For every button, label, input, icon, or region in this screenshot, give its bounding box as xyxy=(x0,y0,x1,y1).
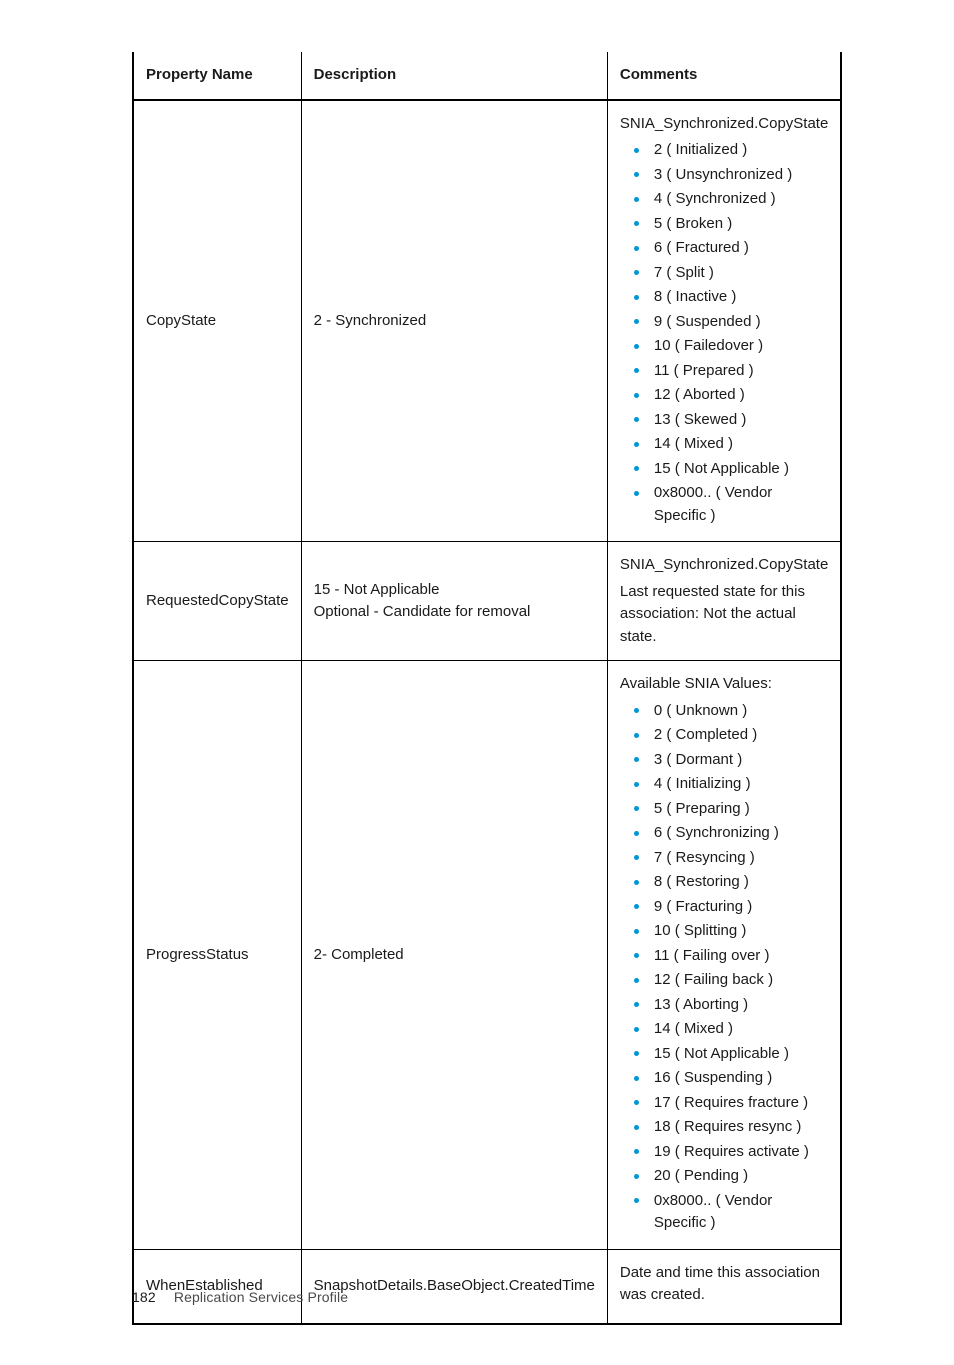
table-row: CopyState2 - SynchronizedSNIA_Synchroniz… xyxy=(133,100,841,542)
value-list-item: 18 ( Requires resync ) xyxy=(640,1116,828,1139)
value-list-item: 12 ( Failing back ) xyxy=(640,969,828,992)
value-list-item: 9 ( Suspended ) xyxy=(640,311,828,334)
comments-intro: SNIA_Synchronized.CopyState xyxy=(620,113,828,136)
cell-comments: SNIA_Synchronized.CopyState Last requeste… xyxy=(607,542,841,661)
value-list-item: 11 ( Failing over ) xyxy=(640,945,828,968)
value-list-item: 10 ( Failedover ) xyxy=(640,335,828,358)
cell-description: 15 - Not Applicable Optional - Candidate… xyxy=(301,542,607,661)
cell-description: 2 - Synchronized xyxy=(301,100,607,542)
value-list-item: 4 ( Synchronized ) xyxy=(640,188,828,211)
value-list-item: 3 ( Unsynchronized ) xyxy=(640,164,828,187)
table-row: WhenEstablishedSnapshotDetails.BaseObjec… xyxy=(133,1249,841,1324)
column-header-property-name: Property Name xyxy=(133,52,301,100)
value-list: 2 ( Initialized )3 ( Unsynchronized )4 (… xyxy=(620,139,828,527)
table-body: CopyState2 - SynchronizedSNIA_Synchroniz… xyxy=(133,100,841,1324)
value-list-item: 16 ( Suspending ) xyxy=(640,1067,828,1090)
value-list-item: 13 ( Skewed ) xyxy=(640,409,828,432)
cell-description: SnapshotDetails.BaseObject.CreatedTime xyxy=(301,1249,607,1324)
cell-property-name: CopyState xyxy=(133,100,301,542)
value-list-item: 0 ( Unknown ) xyxy=(640,700,828,723)
value-list-item: 3 ( Dormant ) xyxy=(640,749,828,772)
comments-intro: Date and time this association was creat… xyxy=(620,1262,828,1307)
cell-property-name: ProgressStatus xyxy=(133,661,301,1250)
value-list-item: 0x8000.. ( Vendor Specific ) xyxy=(640,482,828,527)
cell-description: 2- Completed xyxy=(301,661,607,1250)
value-list-item: 13 ( Aborting ) xyxy=(640,994,828,1017)
value-list-item: 5 ( Broken ) xyxy=(640,213,828,236)
cell-property-name: RequestedCopyState xyxy=(133,542,301,661)
table-row: RequestedCopyState15 - Not Applicable Op… xyxy=(133,542,841,661)
comments-intro: Available SNIA Values: xyxy=(620,673,828,696)
cell-comments: Date and time this association was creat… xyxy=(607,1249,841,1324)
value-list-item: 2 ( Initialized ) xyxy=(640,139,828,162)
value-list-item: 14 ( Mixed ) xyxy=(640,433,828,456)
value-list-item: 6 ( Synchronizing ) xyxy=(640,822,828,845)
column-header-description: Description xyxy=(301,52,607,100)
value-list-item: 20 ( Pending ) xyxy=(640,1165,828,1188)
value-list-item: 2 ( Completed ) xyxy=(640,724,828,747)
value-list-item: 12 ( Aborted ) xyxy=(640,384,828,407)
value-list-item: 7 ( Resyncing ) xyxy=(640,847,828,870)
value-list-item: 15 ( Not Applicable ) xyxy=(640,1043,828,1066)
value-list-item: 0x8000.. ( Vendor Specific ) xyxy=(640,1190,828,1235)
comments-intro: SNIA_Synchronized.CopyState xyxy=(620,554,828,577)
value-list-item: 14 ( Mixed ) xyxy=(640,1018,828,1041)
table-header-row: Property Name Description Comments xyxy=(133,52,841,100)
page-footer: 182 Replication Services Profile xyxy=(132,1289,348,1305)
cell-comments: Available SNIA Values: 0 ( Unknown )2 ( C… xyxy=(607,661,841,1250)
section-title: Replication Services Profile xyxy=(174,1289,348,1305)
page-number: 182 xyxy=(132,1289,156,1305)
value-list-item: 17 ( Requires fracture ) xyxy=(640,1092,828,1115)
comments-note: Last requested state for this associatio… xyxy=(620,581,828,649)
value-list-item: 4 ( Initializing ) xyxy=(640,773,828,796)
value-list-item: 9 ( Fracturing ) xyxy=(640,896,828,919)
value-list: 0 ( Unknown )2 ( Completed )3 ( Dormant … xyxy=(620,700,828,1235)
cell-comments: SNIA_Synchronized.CopyState 2 ( Initializ… xyxy=(607,100,841,542)
cell-property-name: WhenEstablished xyxy=(133,1249,301,1324)
value-list-item: 15 ( Not Applicable ) xyxy=(640,458,828,481)
column-header-comments: Comments xyxy=(607,52,841,100)
value-list-item: 19 ( Requires activate ) xyxy=(640,1141,828,1164)
properties-table: Property Name Description Comments CopyS… xyxy=(132,52,842,1325)
value-list-item: 6 ( Fractured ) xyxy=(640,237,828,260)
value-list-item: 8 ( Restoring ) xyxy=(640,871,828,894)
value-list-item: 8 ( Inactive ) xyxy=(640,286,828,309)
table-row: ProgressStatus2- CompletedAvailable SNIA… xyxy=(133,661,841,1250)
document-page: Property Name Description Comments CopyS… xyxy=(0,0,954,1365)
value-list-item: 10 ( Splitting ) xyxy=(640,920,828,943)
value-list-item: 7 ( Split ) xyxy=(640,262,828,285)
value-list-item: 5 ( Preparing ) xyxy=(640,798,828,821)
value-list-item: 11 ( Prepared ) xyxy=(640,360,828,383)
